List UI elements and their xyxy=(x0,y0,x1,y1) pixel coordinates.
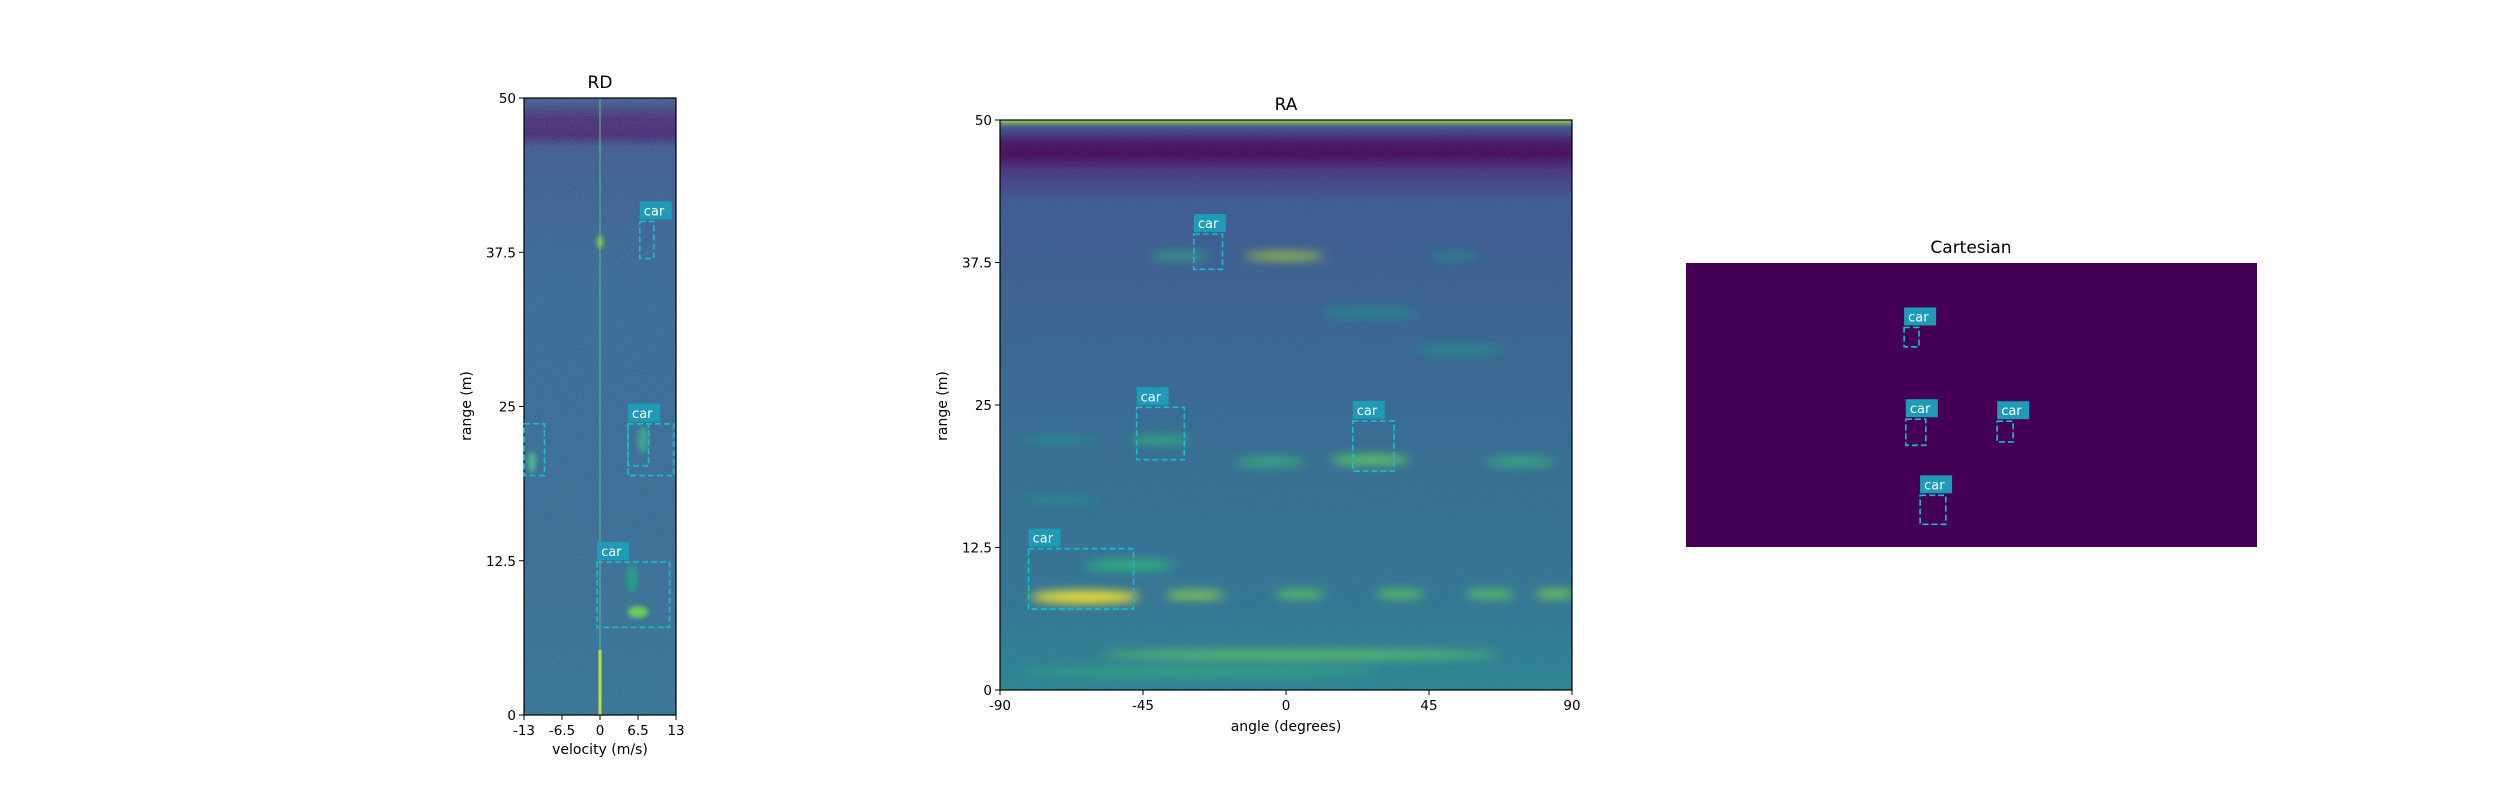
rd-panel: RD velocity (m/s) range (m) -13 -6.5 0 6.5 1… xyxy=(459,73,685,758)
cartesian-detection-label: car xyxy=(1910,402,1931,417)
ra-y-tick-label: 50 xyxy=(975,113,992,129)
rd-xlabel: velocity (m/s) xyxy=(552,742,648,758)
ra-title: RA xyxy=(1275,95,1298,115)
ra-panel: RA angle (degrees) range (m) -90 -45 0 45 90… xyxy=(935,95,1581,735)
rd-x-ticks: -13 -6.5 0 6.5 13 xyxy=(513,715,685,739)
cartesian-title: Cartesian xyxy=(1930,238,2011,258)
ra-x-tick-label: -90 xyxy=(989,698,1011,714)
cartesian-panel: Cartesian car car car car xyxy=(1686,238,2257,547)
ra-x-tick-label: 90 xyxy=(1563,698,1580,714)
rd-detection-label: car xyxy=(644,204,665,219)
cartesian-detection-label: car xyxy=(2001,404,2022,419)
rd-y-tick-label: 12.5 xyxy=(486,554,516,570)
ra-detection-label: car xyxy=(1198,217,1219,232)
ra-xlabel: angle (degrees) xyxy=(1231,719,1342,735)
rd-y-tick-label: 37.5 xyxy=(486,245,516,261)
ra-x-tick-label: -45 xyxy=(1132,698,1154,714)
cartesian-heatmap xyxy=(1686,263,2257,547)
ra-x-tick-label: 0 xyxy=(1282,698,1291,714)
cartesian-detection-label: car xyxy=(1908,310,1929,325)
ra-x-ticks: -90 -45 0 45 90 xyxy=(989,690,1581,714)
rd-x-tick-label: 13 xyxy=(667,723,684,739)
rd-title: RD xyxy=(588,73,613,93)
rd-ylabel: range (m) xyxy=(459,371,475,441)
rd-y-ticks: 0 12.5 25 37.5 50 xyxy=(486,91,524,724)
rd-x-tick-label: -13 xyxy=(513,723,535,739)
ra-detection-label: car xyxy=(1357,404,1378,419)
ra-ylabel: range (m) xyxy=(935,371,951,441)
ra-y-ticks: 0 12.5 25 37.5 50 xyxy=(962,113,1000,699)
rd-detection-label: car xyxy=(601,545,622,560)
rd-detection-label: car xyxy=(632,407,653,422)
ra-y-tick-label: 25 xyxy=(975,398,992,414)
ra-y-tick-label: 37.5 xyxy=(962,256,992,272)
ra-heatmap xyxy=(1000,120,1575,690)
rd-x-tick-label: 0 xyxy=(596,723,605,739)
cartesian-detection-label: car xyxy=(1924,478,1945,493)
ra-detection-label: car xyxy=(1033,532,1054,547)
ra-y-tick-label: 12.5 xyxy=(962,541,992,557)
rd-y-tick-label: 0 xyxy=(507,708,516,724)
rd-x-tick-label: -6.5 xyxy=(549,723,575,739)
rd-x-tick-label: 6.5 xyxy=(627,723,648,739)
rd-y-tick-label: 50 xyxy=(499,91,516,107)
ra-detection-label: car xyxy=(1141,390,1162,405)
ra-x-tick-label: 45 xyxy=(1420,698,1437,714)
ra-y-tick-label: 0 xyxy=(983,683,992,699)
rd-y-tick-label: 25 xyxy=(499,400,516,416)
